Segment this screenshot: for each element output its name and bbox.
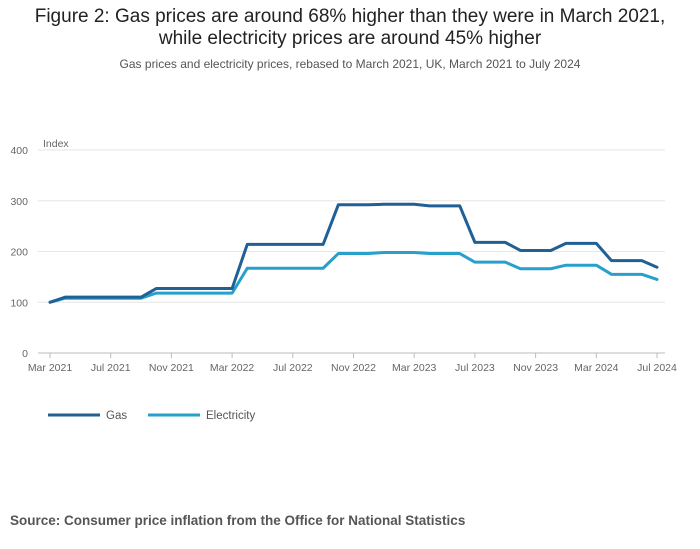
x-tick-label: Mar 2021 <box>28 362 73 374</box>
x-axis: Mar 2021 Jul 2021 Nov 2021 Mar 2022 Jul 2022… <box>28 352 677 374</box>
x-tick-label: Jul 2021 <box>91 362 131 374</box>
gridlines <box>38 149 665 303</box>
chart-title-line-1: Figure 2: Gas prices are around 68% high… <box>34 6 666 27</box>
x-tick-label: Nov 2023 <box>513 362 558 374</box>
y-tick-label-100: 100 <box>10 297 28 309</box>
x-tick-label: Mar 2023 <box>392 362 437 374</box>
x-tick-label: Jul 2024 <box>637 362 677 374</box>
x-tick-label: Mar 2024 <box>574 362 619 374</box>
y-tick-label-0: 0 <box>22 348 28 360</box>
x-tick-label: Mar 2022 <box>210 362 255 374</box>
legend-label-gas: Gas <box>106 410 127 422</box>
source-note: Source: Consumer price inflation from th… <box>10 513 466 528</box>
chart-title-line-2: while electricity prices are around 45% … <box>158 28 542 49</box>
series-line-electricity <box>48 251 659 304</box>
x-tick-label: Nov 2022 <box>331 362 376 374</box>
x-tick-label: Nov 2021 <box>149 362 194 374</box>
legend: Gas Electricity <box>48 410 255 422</box>
y-axis-label: Index <box>43 138 69 150</box>
y-tick-label-300: 300 <box>10 196 28 208</box>
chart-subtitle: Gas prices and electricity prices, rebas… <box>119 57 581 71</box>
x-tick-label: Jul 2022 <box>273 362 313 374</box>
series-lines <box>48 202 659 304</box>
y-axis-ticks: 0 100 200 300 400 <box>10 145 28 360</box>
y-tick-label-400: 400 <box>10 145 28 157</box>
y-tick-label-200: 200 <box>10 247 28 259</box>
chart-title: Figure 2: Gas prices are around 68% high… <box>0 6 700 50</box>
series-line-gas <box>48 202 659 304</box>
legend-label-electricity: Electricity <box>206 410 255 422</box>
x-tick-label: Jul 2023 <box>455 362 495 374</box>
